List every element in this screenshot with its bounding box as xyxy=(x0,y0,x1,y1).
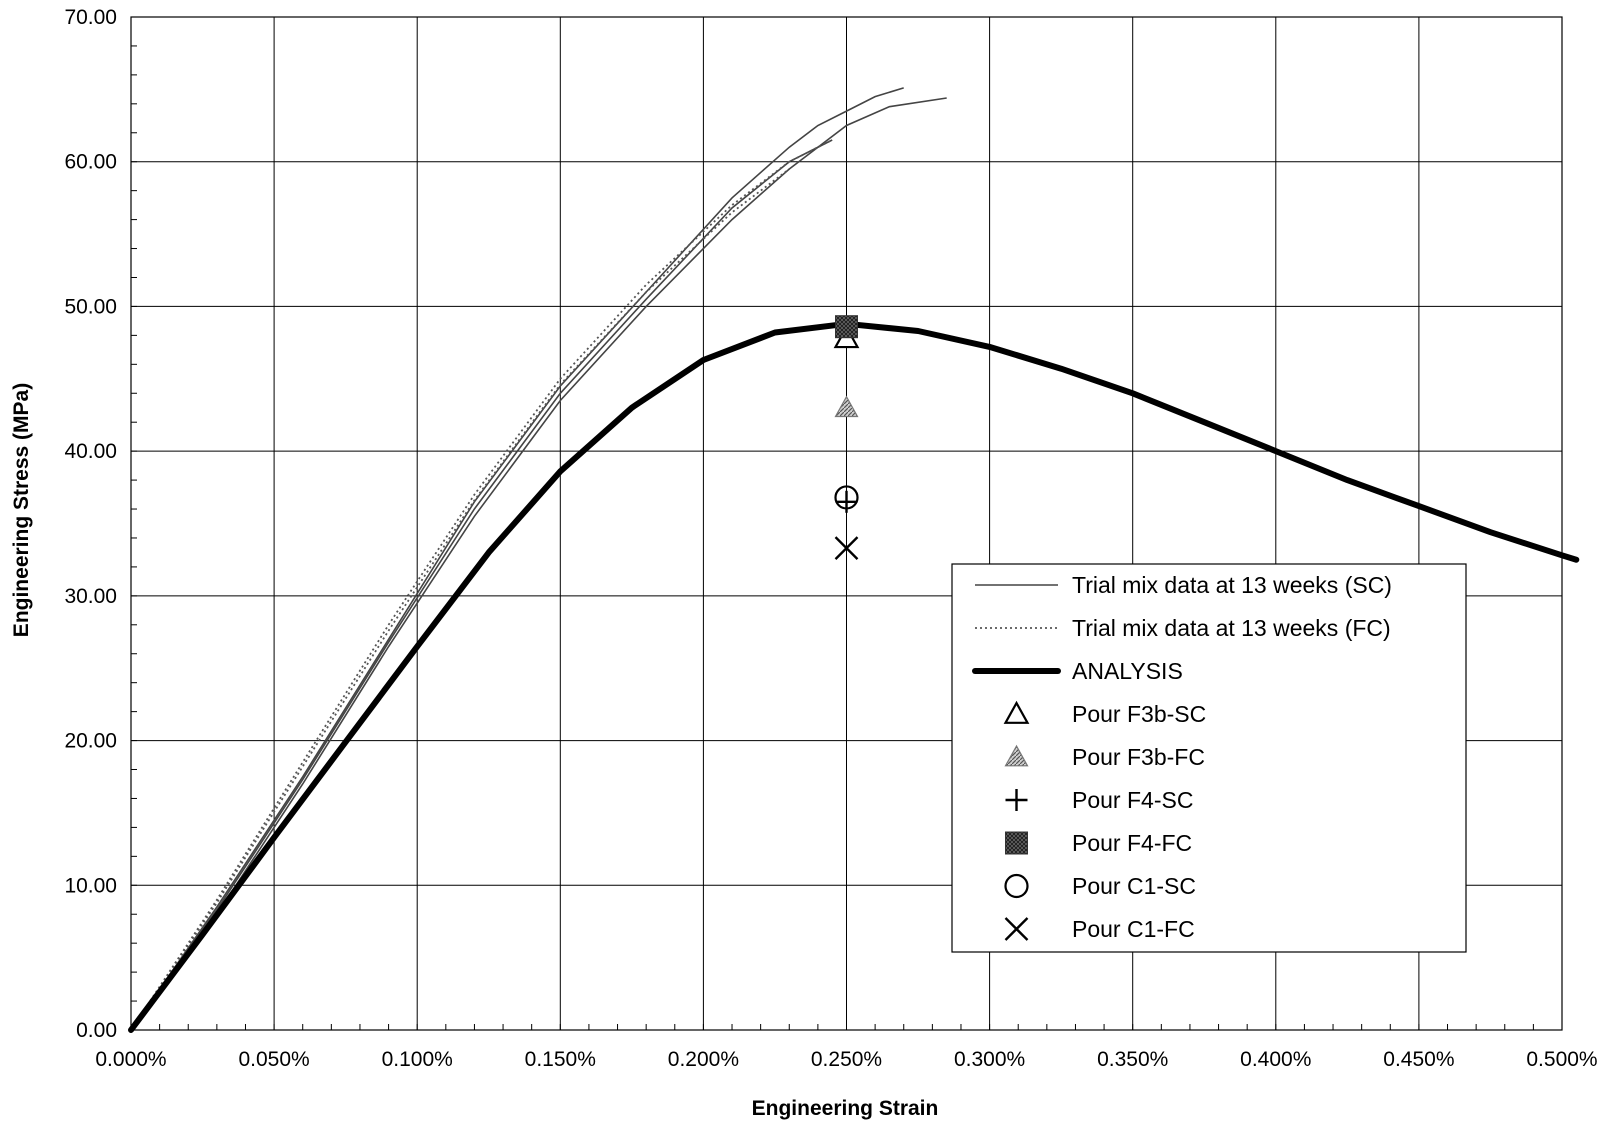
legend-item: Pour F3b-FC xyxy=(1004,744,1205,770)
legend-swatch xyxy=(1003,700,1030,724)
tick-labels: 0.000% 0.050% 0.100% 0.150% 0.200% 0.250% 0.30… xyxy=(64,6,1597,1071)
legend-item: Pour F4-SC xyxy=(1005,787,1193,813)
x-marker-b xyxy=(834,536,859,560)
legend-item: Pour F4-FC xyxy=(1005,830,1192,856)
legend-label: Pour C1-FC xyxy=(1072,916,1195,942)
legend-item: Pour C1-SC xyxy=(1004,873,1196,899)
y-axis-title: Engineering Stress (MPa) xyxy=(10,383,33,637)
legend-item: Trial mix data at 13 weeks (SC) xyxy=(975,572,1392,598)
legend-swatch xyxy=(1005,831,1028,855)
x-tick-label: 0.500% xyxy=(1526,1048,1597,1071)
legend-swatch xyxy=(1004,917,1029,941)
x-tick-label: 0.350% xyxy=(1097,1048,1168,1071)
legend-swatch xyxy=(1005,789,1028,811)
triangle-marker xyxy=(1003,700,1030,724)
x-tick-label: 0.050% xyxy=(238,1048,309,1071)
data-point xyxy=(834,485,859,510)
series-line xyxy=(130,168,790,1031)
legend-label: Pour F3b-FC xyxy=(1072,744,1205,770)
hatched-triangle-marker xyxy=(1004,744,1029,767)
y-tick-label: 50.00 xyxy=(64,295,117,318)
data-point xyxy=(834,395,859,418)
x-tick-label: 0.400% xyxy=(1240,1048,1311,1071)
hatched-triangle-marker xyxy=(834,395,859,418)
y-tick-label: 10.00 xyxy=(64,874,117,897)
series-line xyxy=(128,320,1580,1033)
hatched-square-marker xyxy=(1005,831,1028,855)
legend-label: ANALYSIS xyxy=(1072,658,1183,684)
data-point xyxy=(834,536,859,560)
legend-swatch xyxy=(1004,744,1029,767)
legend-label: Pour F4-FC xyxy=(1072,830,1192,856)
plot-series xyxy=(128,87,1580,1033)
series-line xyxy=(130,139,833,1031)
legend-item: Trial mix data at 13 weeks (FC) xyxy=(975,615,1391,641)
x-tick-label: 0.200% xyxy=(668,1048,739,1071)
legend-label: Trial mix data at 13 weeks (SC) xyxy=(1072,572,1392,598)
x-tick-label: 0.300% xyxy=(954,1048,1025,1071)
legend-label: Pour C1-SC xyxy=(1072,873,1196,899)
legend-label: Pour F4-SC xyxy=(1072,787,1193,813)
x-marker-b xyxy=(1004,917,1029,941)
legend-label: Trial mix data at 13 weeks (FC) xyxy=(1072,615,1391,641)
x-tick-label: 0.000% xyxy=(95,1048,166,1071)
series-line xyxy=(130,139,833,1031)
x-tick-label: 0.100% xyxy=(382,1048,453,1071)
x-axis-title: Engineering Strain xyxy=(752,1097,939,1120)
circle-marker xyxy=(834,485,859,510)
legend-swatch xyxy=(1004,873,1029,899)
hatched-square-marker xyxy=(835,315,858,339)
x-tick-label: 0.450% xyxy=(1383,1048,1454,1071)
y-tick-label: 20.00 xyxy=(64,730,117,753)
y-tick-label: 0.00 xyxy=(76,1019,117,1042)
y-tick-label: 40.00 xyxy=(64,440,117,463)
y-tick-label: 70.00 xyxy=(64,6,117,29)
circle-marker xyxy=(1004,873,1029,899)
legend: Trial mix data at 13 weeks (SC) Trial mix… xyxy=(951,563,1467,953)
data-markers xyxy=(833,315,860,560)
axis-ticks xyxy=(130,16,1563,1031)
data-point xyxy=(835,315,858,339)
legend-item: Pour C1-FC xyxy=(1004,916,1195,942)
legend-item: Pour F3b-SC xyxy=(1003,700,1206,727)
y-tick-label: 30.00 xyxy=(64,585,117,608)
legend-box xyxy=(951,563,1467,953)
y-tick-label: 60.00 xyxy=(64,151,117,174)
legend-item: ANALYSIS xyxy=(972,658,1183,684)
x-tick-label: 0.250% xyxy=(811,1048,882,1071)
legend-label: Pour F3b-SC xyxy=(1072,701,1206,727)
series-line xyxy=(130,97,947,1031)
x-tick-label: 0.150% xyxy=(525,1048,596,1071)
series-line xyxy=(130,87,904,1031)
